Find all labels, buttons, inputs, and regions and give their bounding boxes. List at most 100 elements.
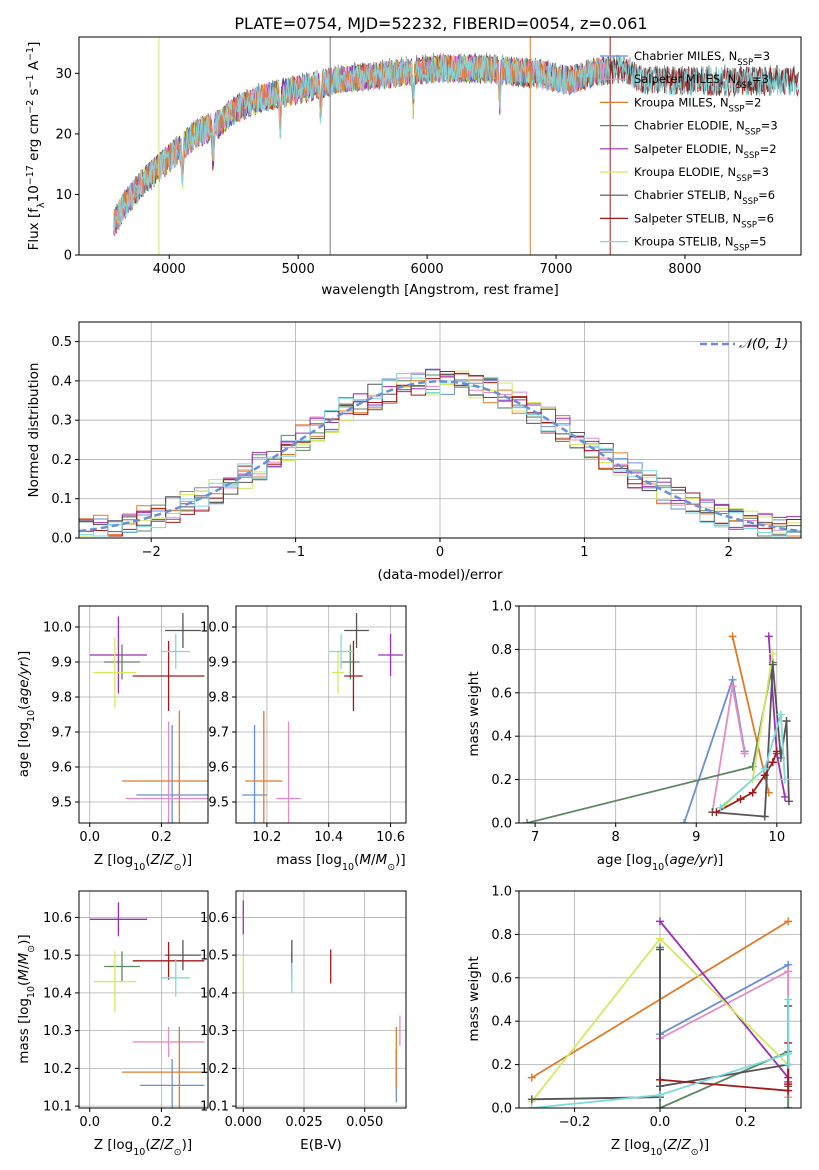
weight-marker	[712, 808, 721, 817]
y-tick-label: 0.2	[491, 1058, 512, 1073]
y-tick-label: 0.6	[491, 686, 512, 701]
plot-area-residuals	[79, 368, 801, 537]
weight-marker	[784, 1080, 793, 1089]
axes-frame	[518, 605, 802, 824]
x-tick-label: −0.2	[559, 1115, 591, 1130]
legend-entry: 𝒩(0, 1)	[739, 336, 788, 352]
y-tick-label: 10.6	[43, 911, 72, 926]
x-axis-label: Z [log10(Z/Z⊙)]	[611, 1137, 709, 1158]
y-tick-label: 9.9	[51, 656, 72, 671]
x-tick-label: 7	[531, 830, 539, 845]
weight-marker	[772, 747, 781, 756]
weight-marker	[527, 1095, 536, 1104]
y-tick-label: 9.8	[208, 691, 229, 706]
weight-line-salpeter-miles	[659, 969, 790, 1098]
plot-area-weight_vs_Z	[527, 917, 793, 1108]
y-tick-label: 0.1	[51, 492, 72, 507]
axes-age_vs_Z: 0.0 0.2 9.5 9.6 9.7 9.8 9.9 10.0 Z [log10(Z/Z⊙)]…	[16, 605, 209, 873]
y-tick-label: 10.1	[43, 1100, 72, 1115]
y-tick-label: 0.8	[491, 928, 512, 943]
legend-entry: Salpeter MILES, NSSP=3	[634, 72, 769, 91]
y-tick-label: 9.9	[208, 656, 229, 671]
y-tick-label: 0.0	[51, 532, 72, 547]
y-tick-label: 10.1	[200, 1100, 229, 1115]
x-tick-label: 6000	[411, 262, 444, 277]
plot-area-mass_vs_ebv	[242, 900, 401, 1103]
weight-marker	[780, 775, 789, 784]
legend-entry: Salpeter ELODIE, NSSP=2	[634, 142, 777, 161]
x-tick-label: 0.2	[151, 1115, 172, 1130]
legend-entry: Kroupa STELIB, NSSP=5	[634, 235, 766, 254]
plot-area-age_vs_Z	[89, 613, 208, 823]
y-tick-label: 9.7	[208, 726, 229, 741]
x-axis-label: wavelength [Angstrom, rest frame]	[321, 282, 559, 298]
figure-title: PLATE=0754, MJD=52232, FIBERID=0054, z=0…	[234, 14, 647, 33]
axes-age_vs_mass: 10.2 10.4 10.6 9.5 9.6 9.7 9.8 9.9 10.0 mass [log…	[200, 605, 407, 873]
weight-marker	[784, 1049, 793, 1058]
weight-line-chabrier-miles	[659, 963, 790, 1108]
axes-residuals: −2 −1 0 1 2 0.0 0.1 0.2 0.3 0.4 0.5 (data-model)/er…	[26, 321, 802, 583]
x-tick-label: 10	[769, 830, 786, 845]
y-tick-label: 10.6	[200, 911, 229, 926]
x-tick-label: −1	[286, 545, 305, 560]
plot-area-mass_vs_Z	[89, 902, 208, 1108]
weight-marker	[760, 812, 769, 821]
x-tick-label: 0.2	[151, 830, 172, 845]
legend-entry: Salpeter STELIB, NSSP=6	[634, 211, 774, 230]
x-tick-label: 10.2	[252, 830, 281, 845]
weight-marker	[768, 758, 777, 767]
y-tick-label: 0	[64, 249, 72, 264]
x-tick-label: 0.2	[735, 1115, 756, 1130]
y-tick-label: 10.3	[43, 1024, 72, 1039]
weight-marker	[784, 797, 793, 806]
y-tick-label: 0.4	[51, 374, 72, 389]
x-tick-label: 0.0	[650, 1115, 671, 1130]
legend-entry: Chabrier MILES, NSSP=3	[634, 49, 770, 68]
x-tick-label: 4000	[153, 262, 186, 277]
weight-marker	[780, 792, 789, 801]
weight-marker	[656, 1104, 664, 1108]
x-tick-label: 8	[612, 830, 620, 845]
x-axis-label: E(B-V)	[300, 1137, 342, 1153]
y-tick-label: 1.0	[491, 600, 512, 615]
axes-spectrum: 4000 5000 6000 7000 8000 0 10 20 30 wavelength [A…	[25, 36, 802, 298]
weight-marker	[656, 917, 664, 926]
axes-frame	[78, 890, 209, 1109]
weight-marker	[736, 795, 745, 804]
x-tick-label: 0.000	[225, 1115, 262, 1130]
y-tick-label: 0.0	[491, 817, 512, 832]
y-tick-label: 0.4	[491, 1015, 512, 1030]
y-tick-label: 0.3	[51, 414, 72, 429]
weight-marker	[768, 649, 777, 658]
weight-marker	[656, 1075, 664, 1084]
model-spectrum-kroupa-stelib	[113, 54, 799, 230]
y-tick-label: 1.0	[491, 885, 512, 900]
weight-line-kroupa-miles	[731, 636, 770, 793]
weight-marker	[782, 717, 791, 726]
x-tick-label: 10.6	[376, 830, 405, 845]
weight-marker	[716, 803, 725, 812]
weight-marker	[748, 788, 757, 797]
axes-weight_vs_Z: −0.2 0.0 0.2 0.0 0.2 0.4 0.6 0.8 1.0 Z [log10(Z/Z…	[466, 885, 802, 1158]
x-axis-label: mass [log10(M/M⊙)]	[276, 852, 405, 873]
y-tick-label: 10.4	[200, 986, 229, 1001]
legend-entry: Chabrier STELIB, NSSP=6	[634, 188, 775, 207]
weight-marker	[656, 1090, 664, 1099]
plot-area-age_vs_mass	[242, 613, 403, 823]
y-axis-label: age [log10(age/yr)]	[16, 651, 37, 777]
y-tick-label: 10.2	[43, 1062, 72, 1077]
axes-frame	[235, 890, 407, 1109]
y-tick-label: 9.6	[51, 761, 72, 776]
legend-entry: Chabrier ELODIE, NSSP=3	[634, 119, 778, 138]
x-axis-label: (data-model)/error	[377, 567, 503, 583]
y-tick-label: 30	[55, 67, 72, 82]
weight-marker	[776, 710, 785, 719]
x-tick-label: 1	[580, 545, 588, 560]
legend-entry: Kroupa MILES, NSSP=2	[634, 95, 761, 114]
y-tick-label: 10.0	[200, 621, 229, 636]
plot-area-weight_vs_age	[523, 632, 793, 823]
histogram-kroupa-stelib	[79, 373, 801, 537]
x-tick-label: 2	[725, 545, 733, 560]
weight-marker	[527, 1073, 536, 1082]
